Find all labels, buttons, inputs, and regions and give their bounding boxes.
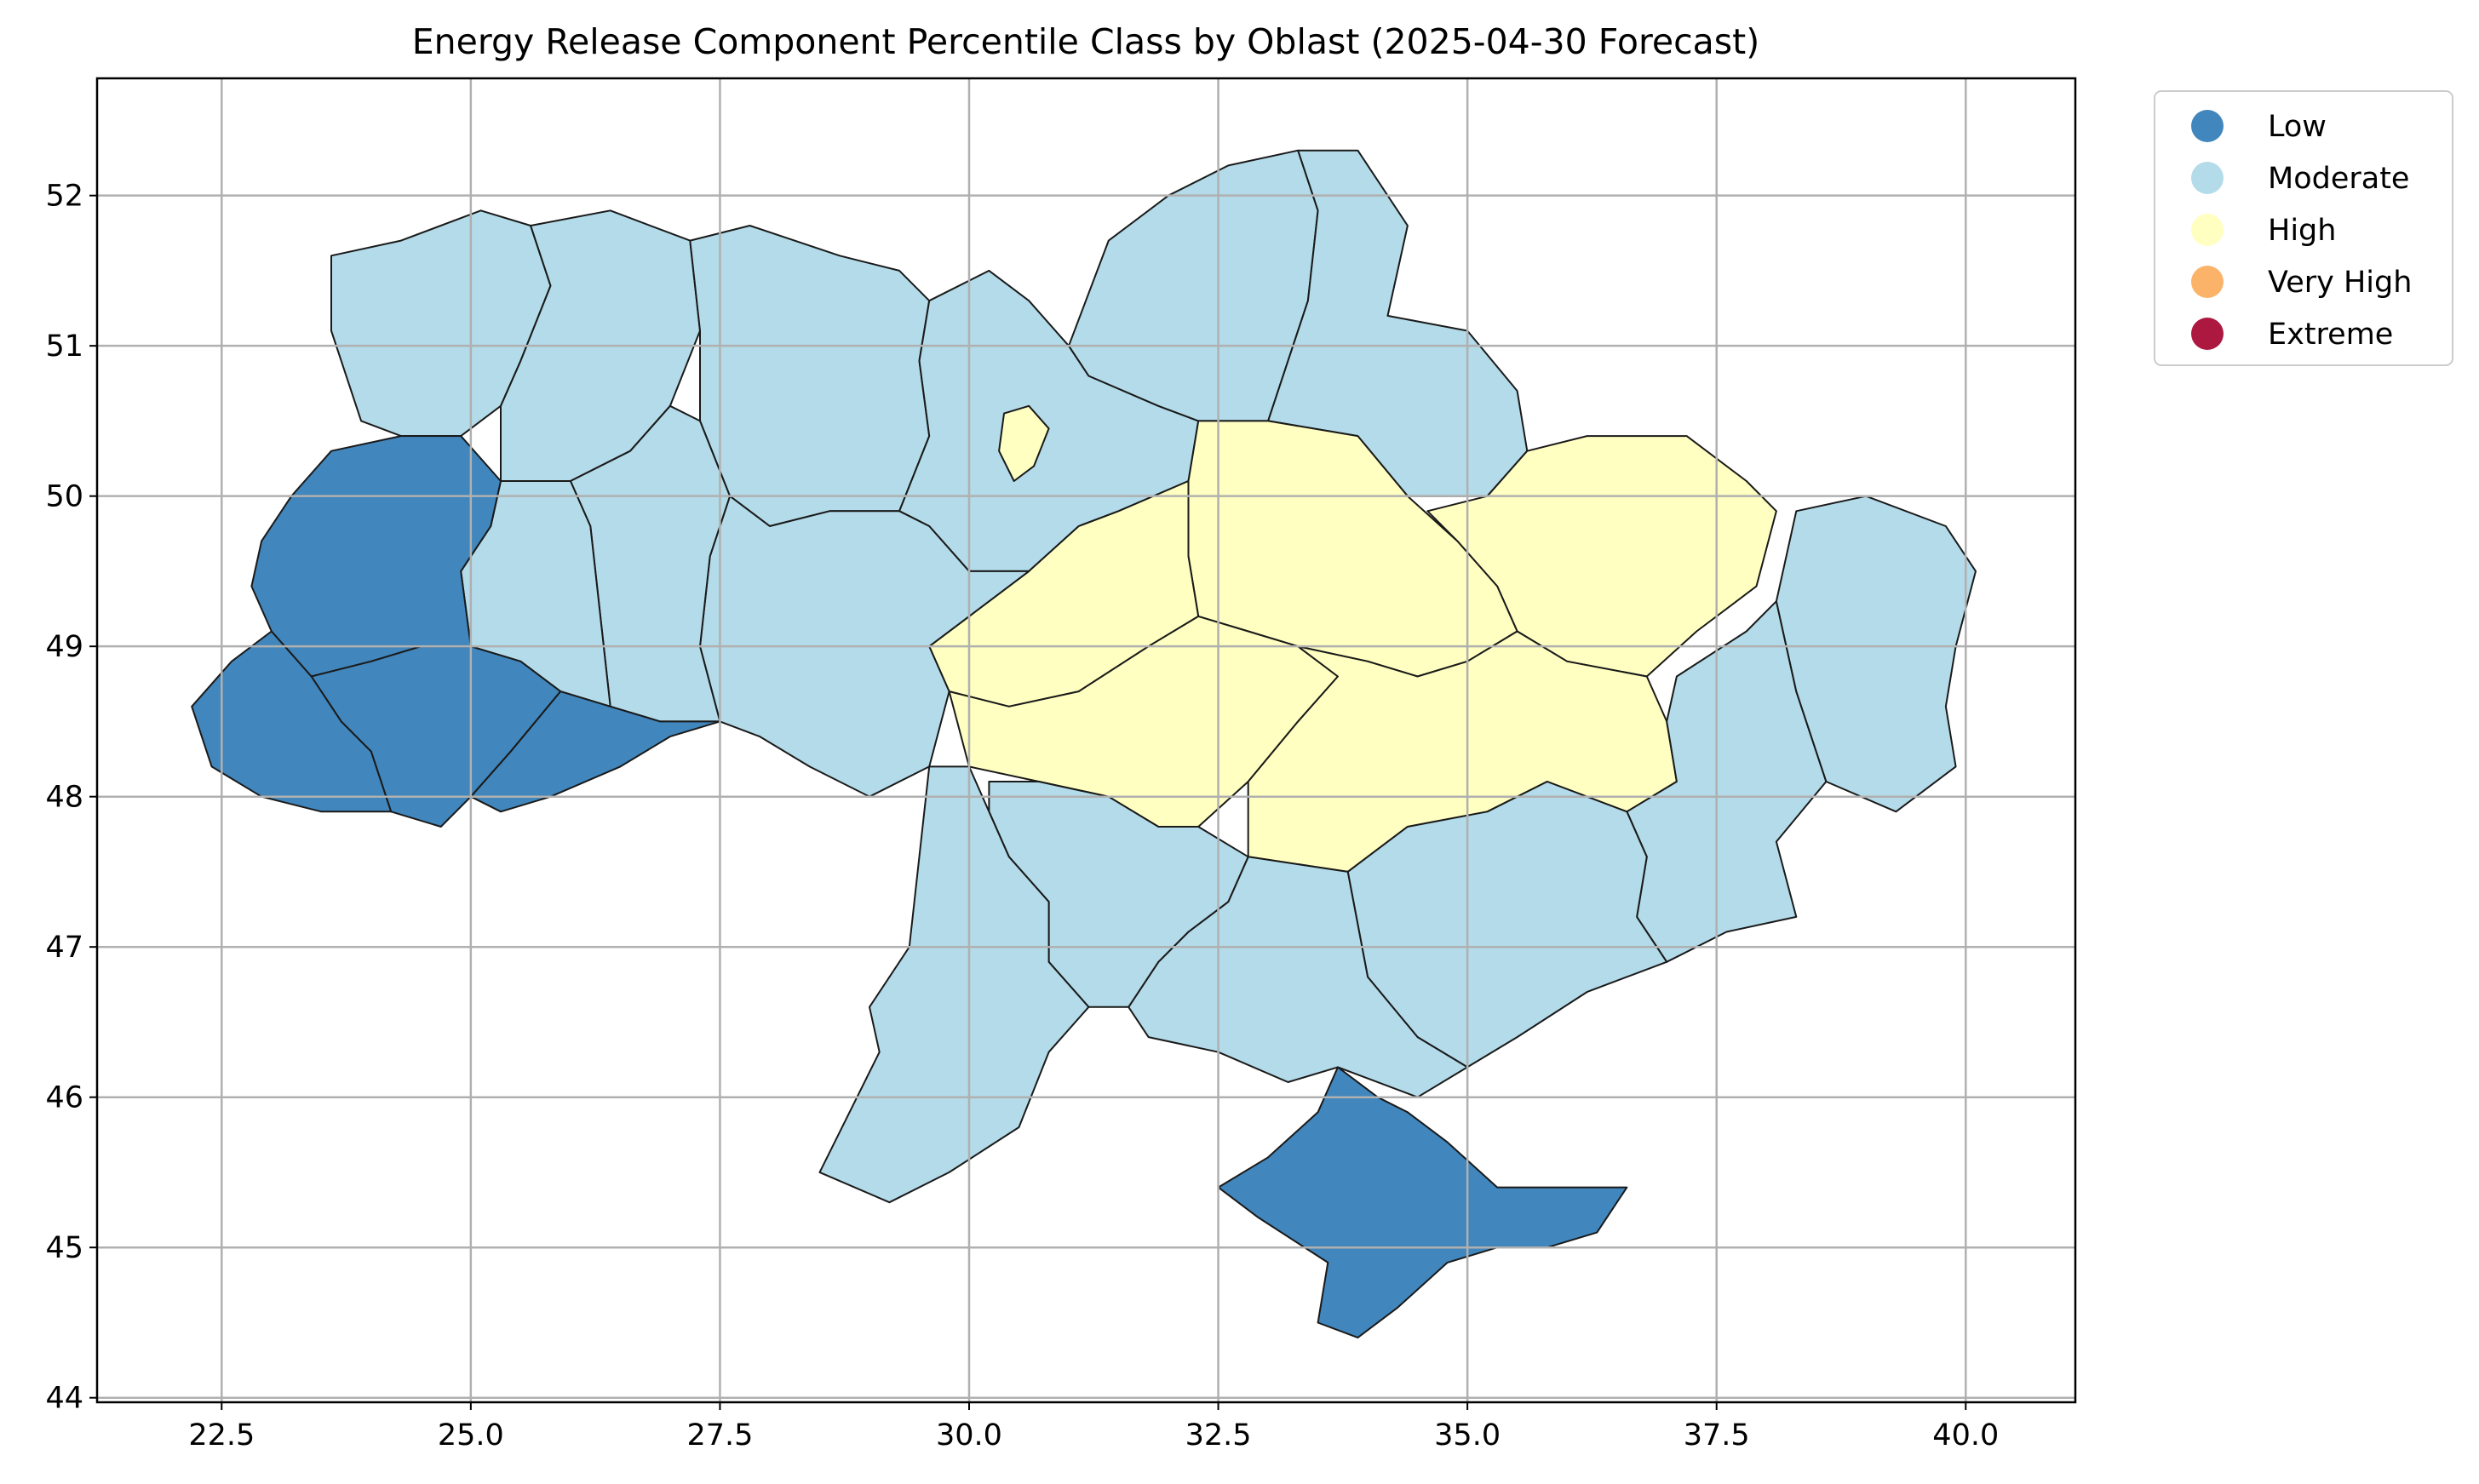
oblast-chernihiv — [1068, 149, 1319, 422]
y-tick-label: 50 — [45, 480, 83, 514]
legend-swatch — [2191, 214, 2224, 246]
x-tick-label: 40.0 — [1932, 1418, 1999, 1452]
legend-label: Moderate — [2268, 162, 2409, 196]
oblast-kyiv-city — [998, 404, 1050, 482]
oblast-zhytomyr — [689, 225, 931, 527]
x-tick-label: 25.0 — [438, 1418, 504, 1452]
legend-swatch — [2191, 318, 2224, 350]
x-tick-label: 35.0 — [1434, 1418, 1501, 1452]
legend-frame — [2154, 90, 2453, 366]
legend-label: High — [2268, 214, 2336, 248]
map-title: Energy Release Component Percentile Clas… — [412, 21, 1759, 62]
x-tick-label: 27.5 — [686, 1418, 753, 1452]
y-tick-label: 48 — [45, 781, 83, 815]
x-tick-label: 22.5 — [188, 1418, 255, 1452]
y-tick-label: 49 — [45, 630, 83, 664]
map-plot-area — [97, 78, 2075, 1402]
oblast-regions — [191, 149, 1977, 1339]
legend-swatch — [2191, 162, 2224, 194]
y-tick-label: 47 — [45, 931, 83, 965]
oblast-odesa — [818, 765, 1090, 1204]
y-tick-label: 51 — [45, 329, 83, 364]
y-tick-label: 46 — [45, 1081, 83, 1115]
oblast-luhansk — [1775, 495, 1977, 813]
legend: Low Moderate High Very High Extreme — [2154, 90, 2453, 366]
oblast-crimea — [1217, 1066, 1628, 1339]
legend-swatch — [2191, 110, 2224, 142]
x-tick-label: 32.5 — [1185, 1418, 1252, 1452]
y-tick-label: 44 — [45, 1382, 83, 1416]
legend-label: Low — [2268, 110, 2327, 144]
x-tick-label: 37.5 — [1684, 1418, 1750, 1452]
grid-lines — [97, 78, 2075, 1402]
y-tick-label: 45 — [45, 1231, 83, 1265]
x-axis-ticks: 22.5 25.0 27.5 30.0 32.5 35.0 37.5 40.0 — [188, 1402, 1999, 1452]
oblast-lviv — [250, 435, 502, 678]
x-tick-label: 30.0 — [936, 1418, 1002, 1452]
axes-frame — [95, 77, 2077, 1404]
y-axis-ticks: 44 45 46 47 48 49 50 51 52 — [45, 180, 97, 1416]
oblast-zakarpattia — [191, 630, 393, 813]
legend-swatch — [2191, 266, 2224, 298]
legend-label: Extreme — [2268, 318, 2393, 352]
y-tick-label: 52 — [45, 180, 83, 214]
legend-label: Very High — [2268, 266, 2412, 300]
